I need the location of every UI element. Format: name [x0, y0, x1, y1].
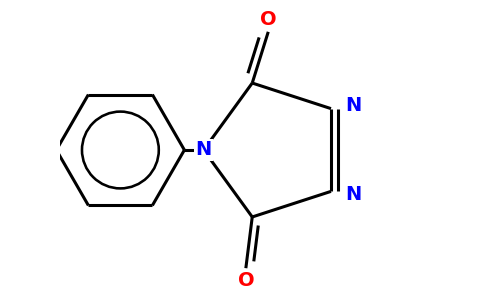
Text: O: O	[260, 10, 276, 28]
Text: O: O	[238, 272, 254, 290]
Text: N: N	[346, 96, 362, 115]
Text: N: N	[196, 140, 212, 160]
Text: N: N	[346, 185, 362, 204]
